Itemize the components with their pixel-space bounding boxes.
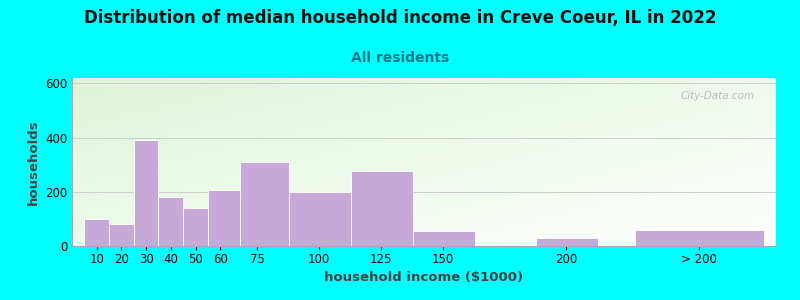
Bar [240, 162, 290, 246]
Text: City-Data.com: City-Data.com [681, 92, 755, 101]
Bar [158, 197, 183, 246]
Bar [109, 224, 134, 246]
Bar [351, 172, 413, 246]
Bar [208, 190, 240, 246]
Bar [183, 208, 208, 246]
Bar [134, 140, 158, 246]
Bar [536, 238, 598, 246]
Bar [635, 230, 764, 246]
Bar [413, 231, 474, 246]
Text: Distribution of median household income in Creve Coeur, IL in 2022: Distribution of median household income … [84, 9, 716, 27]
X-axis label: household income ($1000): household income ($1000) [325, 272, 523, 284]
Text: All residents: All residents [351, 51, 449, 65]
Bar [84, 219, 109, 246]
Y-axis label: households: households [27, 119, 40, 205]
Bar [290, 192, 351, 246]
